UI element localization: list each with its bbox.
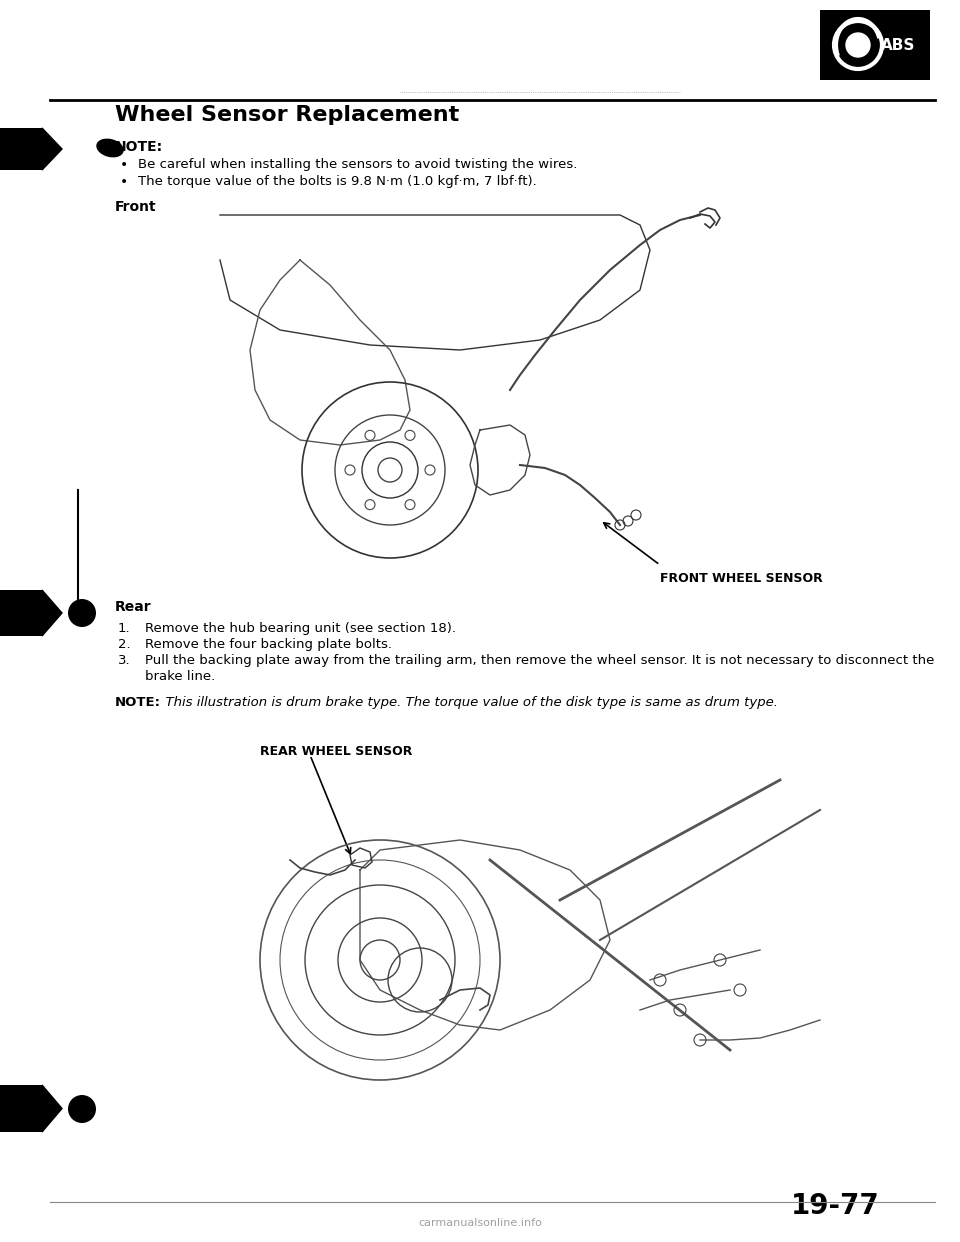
Circle shape: [68, 1095, 96, 1123]
Text: •: •: [120, 175, 129, 189]
Text: This illustration is drum brake type. The torque value of the disk type is same : This illustration is drum brake type. Th…: [157, 696, 778, 709]
Bar: [820, 10, 930, 79]
Text: ABS: ABS: [881, 37, 915, 52]
Text: 2.: 2.: [118, 638, 131, 651]
Bar: [0, 128, 42, 170]
Circle shape: [68, 599, 96, 627]
Text: Front: Front: [115, 200, 156, 214]
Circle shape: [846, 34, 870, 57]
Text: NOTE:: NOTE:: [115, 696, 161, 709]
Text: brake line.: brake line.: [145, 669, 215, 683]
Text: FRONT WHEEL SENSOR: FRONT WHEEL SENSOR: [660, 573, 823, 585]
Text: Rear: Rear: [115, 600, 152, 614]
Circle shape: [834, 21, 882, 70]
Text: carmanualsonline.info: carmanualsonline.info: [418, 1218, 542, 1228]
Text: Remove the hub bearing unit (see section 18).: Remove the hub bearing unit (see section…: [145, 622, 456, 635]
Text: Pull the backing plate away from the trailing arm, then remove the wheel sensor.: Pull the backing plate away from the tra…: [145, 655, 934, 667]
Text: The torque value of the bolts is 9.8 N·m (1.0 kgf·m, 7 lbf·ft).: The torque value of the bolts is 9.8 N·m…: [138, 175, 537, 188]
Text: 1.: 1.: [118, 622, 131, 635]
Polygon shape: [42, 590, 62, 636]
Text: NOTE:: NOTE:: [115, 140, 163, 154]
Text: Wheel Sensor Replacement: Wheel Sensor Replacement: [115, 106, 459, 125]
Text: REAR WHEEL SENSOR: REAR WHEEL SENSOR: [260, 745, 413, 758]
Ellipse shape: [96, 139, 124, 158]
Text: Remove the four backing plate bolts.: Remove the four backing plate bolts.: [145, 638, 392, 651]
Text: •: •: [120, 158, 129, 171]
Text: 19-77: 19-77: [791, 1192, 879, 1220]
Text: 3.: 3.: [118, 655, 131, 667]
Bar: [0, 1086, 42, 1131]
Bar: [0, 590, 42, 636]
Text: Be careful when installing the sensors to avoid twisting the wires.: Be careful when installing the sensors t…: [138, 158, 577, 171]
Polygon shape: [42, 1086, 62, 1131]
Polygon shape: [42, 128, 62, 170]
